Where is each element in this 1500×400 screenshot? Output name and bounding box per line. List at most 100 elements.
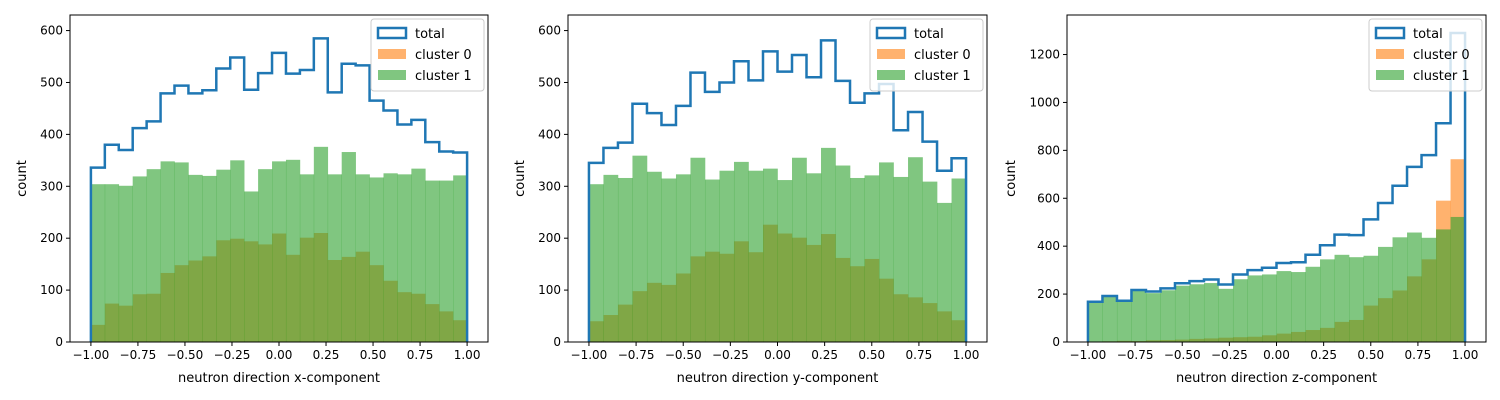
- legend-label: total: [1413, 27, 1443, 42]
- histogram-bar-cluster-1: [285, 159, 301, 342]
- histogram-bar-cluster-1: [1218, 288, 1234, 342]
- histogram-bar-cluster-1: [1247, 275, 1263, 342]
- legend-label: cluster 1: [1413, 69, 1470, 84]
- y-tick-label: 0: [1052, 335, 1060, 349]
- legend-entry-cluster-0: cluster 0: [877, 48, 971, 63]
- legend-swatch: [877, 70, 905, 80]
- legend-entry-cluster-1: cluster 1: [378, 69, 472, 84]
- x-tick-label: −0.75: [120, 348, 157, 362]
- legend-entry-cluster-1: cluster 1: [877, 69, 971, 84]
- x-tick-label: 0.00: [266, 348, 293, 362]
- histogram-bar-cluster-1: [118, 185, 133, 342]
- y-tick-label: 0: [553, 335, 561, 349]
- legend-swatch: [1376, 49, 1404, 59]
- histogram-bar-cluster-1: [216, 169, 231, 342]
- x-tick-label: −0.50: [1164, 348, 1201, 362]
- histogram-bar-cluster-1: [439, 180, 454, 342]
- x-tick-label: 0.50: [1357, 348, 1384, 362]
- histogram-bar-cluster-1: [603, 174, 619, 342]
- histogram-bar-cluster-1: [850, 177, 865, 342]
- histogram-bar-cluster-1: [1407, 232, 1422, 342]
- legend-swatch: [378, 70, 406, 80]
- histogram-bar-cluster-1: [1276, 271, 1292, 342]
- legend-entry-cluster-0: cluster 0: [378, 48, 472, 63]
- legend-swatch: [378, 49, 406, 59]
- histogram-bar-cluster-1: [453, 175, 468, 342]
- histogram-bar-cluster-1: [675, 174, 691, 342]
- histogram-bar-cluster-1: [893, 176, 909, 342]
- histogram-bar-cluster-1: [1189, 284, 1205, 342]
- legend-swatch: [875, 26, 907, 40]
- series-cluster-1: [90, 146, 468, 342]
- legend-swatch: [1376, 70, 1404, 80]
- x-tick-label: −1.00: [571, 348, 608, 362]
- legend: total cluster 0 cluster 1: [1368, 18, 1483, 92]
- legend-swatch: [1374, 26, 1406, 40]
- y-tick-label: 600: [40, 24, 63, 38]
- x-tick-label: −0.75: [1117, 348, 1154, 362]
- histogram-bar-cluster-1: [1421, 237, 1437, 342]
- y-tick-label: 600: [1037, 191, 1060, 205]
- histogram-bar-cluster-1: [1450, 216, 1466, 342]
- y-tick-label: 1200: [1029, 48, 1060, 62]
- histogram-bar-cluster-1: [1378, 246, 1393, 342]
- y-tick-label: 100: [538, 283, 561, 297]
- histogram-bar-cluster-1: [341, 152, 356, 342]
- histogram-bar-cluster-1: [174, 162, 189, 342]
- x-tick-label: −0.50: [665, 348, 702, 362]
- histogram-bar-cluster-1: [864, 175, 880, 342]
- legend-label: cluster 0: [415, 48, 472, 63]
- y-tick-label: 0: [55, 335, 63, 349]
- legend-label: total: [914, 27, 944, 42]
- histogram-bar-cluster-1: [632, 155, 648, 342]
- histogram-bar-cluster-1: [704, 179, 720, 342]
- legend-label: total: [415, 27, 445, 42]
- legend-entry-cluster-0: cluster 0: [1376, 48, 1470, 63]
- histogram-bar-cluster-1: [313, 146, 329, 342]
- histogram-bar-cluster-1: [1320, 259, 1335, 342]
- y-tick-label: 800: [1037, 143, 1060, 157]
- chart-panel-3: −1.00 −0.75 −0.50 −0.25 0.00 0.25 0.50 0.75 1.00…: [1004, 14, 1487, 386]
- legend: total cluster 0 cluster 1: [370, 18, 485, 92]
- histogram-bar-cluster-1: [90, 184, 106, 342]
- histogram-bar-cluster-1: [411, 168, 426, 342]
- y-tick-label: 500: [538, 75, 561, 89]
- histogram-bar-cluster-1: [188, 174, 203, 342]
- x-tick-label: −0.25: [712, 348, 749, 362]
- x-tick-label: 0.25: [313, 348, 340, 362]
- histogram-bar-cluster-1: [230, 160, 245, 342]
- x-tick-label: 0.50: [858, 348, 885, 362]
- histogram-bar-cluster-1: [272, 161, 287, 342]
- histogram-bar-cluster-1: [1131, 290, 1147, 342]
- histogram-bar-cluster-1: [1261, 274, 1277, 342]
- y-tick-label: 600: [538, 24, 561, 38]
- histogram-bar-cluster-1: [646, 171, 662, 342]
- legend-label: cluster 0: [914, 48, 971, 63]
- chart-panel-2: −1.00 −0.75 −0.50 −0.25 0.00 0.25 0.50 0.75 1.00…: [513, 14, 988, 386]
- chart-panel-1: −1.00 −0.75 −0.50 −0.25 0.00 0.25 0.50 0.75 1.00…: [15, 14, 489, 386]
- histogram-bar-cluster-1: [821, 147, 836, 342]
- histogram-bar-cluster-1: [1349, 257, 1364, 342]
- histogram-bar-cluster-1: [806, 173, 822, 342]
- x-tick-label: 1.00: [1452, 348, 1479, 362]
- histogram-bar-cluster-1: [1363, 255, 1379, 342]
- x-tick-label: 0.75: [1405, 348, 1432, 362]
- histogram-bar-cluster-1: [937, 202, 952, 342]
- y-axis-label: count: [513, 160, 528, 197]
- histogram-bar-cluster-1: [951, 178, 967, 342]
- histogram-bar-cluster-1: [748, 170, 764, 342]
- histogram-bar-cluster-1: [202, 175, 217, 342]
- x-tick-label: −0.75: [618, 348, 655, 362]
- histogram-bar-cluster-1: [762, 168, 778, 342]
- histogram-bar-cluster-1: [661, 178, 677, 342]
- x-tick-label: 1.00: [454, 348, 481, 362]
- y-tick-label: 500: [40, 75, 63, 89]
- legend-entry-total: total: [875, 26, 944, 42]
- y-axis-label: count: [15, 160, 30, 197]
- y-tick-label: 200: [1037, 287, 1060, 301]
- x-tick-label: 0.00: [764, 348, 791, 362]
- histogram-bar-cluster-1: [617, 177, 633, 342]
- histogram-bar-cluster-1: [160, 161, 175, 342]
- x-tick-label: 0.00: [1263, 348, 1290, 362]
